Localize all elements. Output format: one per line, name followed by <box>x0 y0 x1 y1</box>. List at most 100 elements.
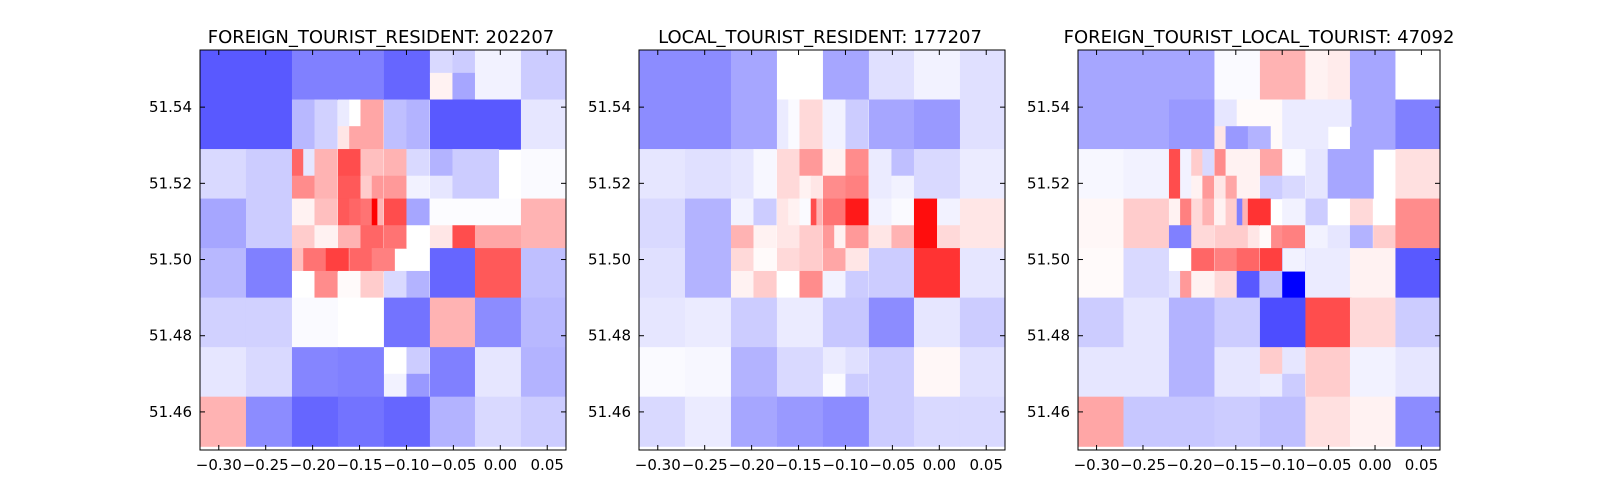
heatmap-cell <box>1123 297 1170 348</box>
heatmap-cell <box>913 297 961 348</box>
heatmap-cell <box>1305 99 1352 127</box>
heatmap-cell <box>834 225 847 249</box>
heatmap-cell <box>1327 149 1374 200</box>
heatmap-cell <box>349 126 362 150</box>
heatmap-cell <box>406 347 430 375</box>
heatmap-cell <box>1247 225 1260 249</box>
heatmap-cell <box>291 396 339 447</box>
heatmap-cell <box>1168 50 1216 101</box>
heatmap-cell <box>406 225 430 249</box>
heatmap-cell <box>1259 175 1283 200</box>
heatmap-cell <box>291 50 385 101</box>
heatmap-cell <box>1123 248 1170 299</box>
heatmap-cell <box>891 149 915 177</box>
heatmap-cell <box>474 225 522 249</box>
heatmap-cell <box>1168 396 1216 447</box>
chart-title: FOREIGN_TOURIST_LOCAL_TOURIST: 47092 <box>1064 27 1455 48</box>
heatmap-cell <box>937 225 961 249</box>
heatmap-cell <box>959 50 1005 101</box>
heatmap-cell <box>314 175 338 200</box>
heatmap-cell <box>776 396 824 447</box>
heatmap-cell <box>291 270 316 299</box>
heatmap-cell <box>1214 270 1238 299</box>
heatmap-cell <box>429 396 477 447</box>
plot-frame <box>638 49 1006 451</box>
heatmap-cell <box>452 149 500 177</box>
heatmap-cell <box>429 72 454 101</box>
heatmap-cell <box>1078 248 1125 299</box>
heatmap-cell <box>776 198 789 226</box>
heatmap-cell <box>684 149 732 200</box>
heatmap-cell <box>371 248 395 272</box>
heatmap-cell <box>868 198 893 226</box>
heatmap-cell <box>337 149 362 177</box>
heatmap-cell <box>520 198 566 249</box>
heatmap-cell <box>520 297 566 348</box>
heatmap-cell <box>429 297 477 348</box>
heatmap-cell <box>1305 149 1329 200</box>
heatmap-cell <box>753 248 777 272</box>
heatmap-cell <box>452 175 500 200</box>
heatmap-cell <box>1078 347 1125 398</box>
heatmap-cell <box>452 72 476 101</box>
heatmap-cell <box>406 149 430 177</box>
heatmap-cell <box>291 248 304 272</box>
heatmap-cell <box>337 126 350 150</box>
heatmap-cell <box>245 396 293 447</box>
heatmap-cell <box>1271 225 1283 249</box>
heatmap-cell <box>1180 270 1192 299</box>
heatmap-cell <box>1282 248 1306 272</box>
heatmap-cell <box>776 149 801 200</box>
heatmap-cell <box>1214 225 1238 249</box>
heatmap-cell <box>383 149 408 177</box>
heatmap-cell <box>383 347 408 375</box>
heatmap-cell <box>684 248 732 299</box>
heatmap-cell <box>913 248 961 299</box>
heatmap-cell <box>429 149 454 177</box>
heatmap-cell <box>383 373 408 398</box>
heatmap-cell <box>1259 347 1283 375</box>
heatmap-cell <box>1214 297 1261 348</box>
heatmap-cell <box>845 270 869 299</box>
heatmap-cell <box>845 373 869 398</box>
heatmap-cell <box>776 225 801 249</box>
heatmap-cell <box>891 225 915 249</box>
heatmap-cell <box>200 149 247 200</box>
heatmap-cell <box>1259 396 1307 447</box>
heatmap-cell <box>913 99 961 150</box>
heatmap-cell <box>1236 248 1260 272</box>
heatmap-cell <box>1214 126 1227 150</box>
heatmap-cell <box>429 225 454 249</box>
y-tick-label: 51.46 <box>149 403 192 421</box>
heatmap-cell <box>1395 297 1440 348</box>
x-tick-label: −0.05 <box>1306 456 1352 474</box>
heatmap-cell <box>959 396 1005 447</box>
heatmap-cell <box>1236 270 1260 299</box>
heatmap-cell <box>200 297 247 348</box>
heatmap-cell <box>753 198 777 226</box>
heatmap-cell <box>1202 175 1215 200</box>
heatmap-cell <box>1259 373 1283 398</box>
y-tick-label: 51.52 <box>1027 174 1070 192</box>
heatmap-cell <box>1225 198 1238 226</box>
heatmap-cell <box>337 297 385 348</box>
heatmap-cell <box>730 149 755 200</box>
heatmap-cell <box>429 198 523 226</box>
heatmap-cell <box>1123 396 1170 447</box>
heatmap-cell <box>406 99 430 150</box>
heatmap-cell <box>1078 297 1125 348</box>
heatmap-cell <box>1395 248 1440 299</box>
heatmap-cell <box>520 149 566 200</box>
heatmap-cell <box>1259 225 1272 249</box>
heatmap-cell <box>371 198 378 226</box>
heatmap-cell <box>788 99 801 150</box>
heatmap-cell <box>868 99 916 150</box>
heatmap-cell <box>200 198 247 249</box>
heatmap-panel-foreign-tourist-local-tourist: FOREIGN_TOURIST_LOCAL_TOURIST: 47092 −0.… <box>1027 27 1454 474</box>
heatmap-cell <box>1395 396 1440 447</box>
heatmap-cell <box>1191 225 1215 249</box>
heatmap-cell <box>822 270 847 299</box>
heatmap-cell <box>799 225 823 249</box>
heatmap-cell <box>1305 50 1329 101</box>
heatmap-cell <box>200 248 247 299</box>
